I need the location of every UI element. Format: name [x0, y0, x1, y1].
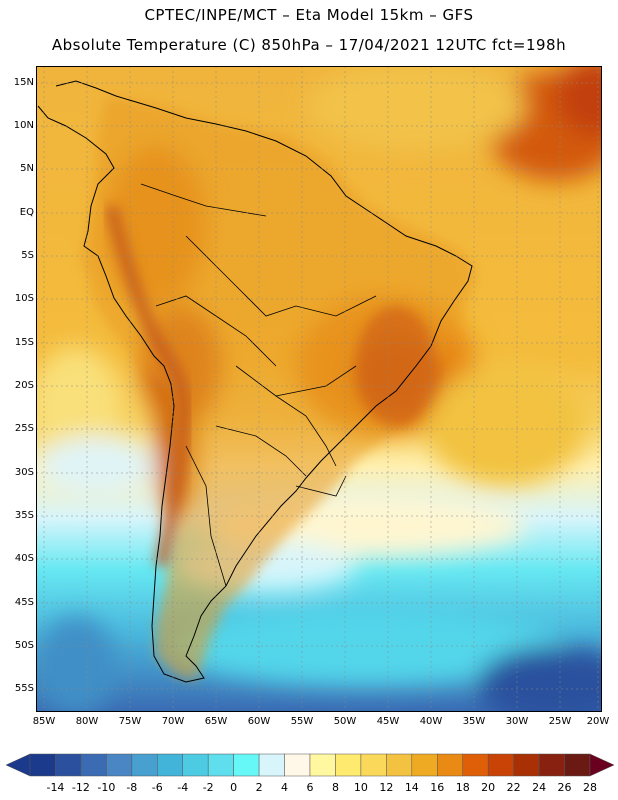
colorbar-cell	[360, 753, 387, 777]
lat-label: 15S	[14, 337, 34, 348]
lon-label: 75W	[118, 716, 142, 727]
lat-label: 20S	[14, 380, 34, 391]
colorbar-cell	[462, 753, 489, 777]
colorbar-cell	[437, 753, 463, 777]
colorbar-tick-label: 2	[255, 781, 263, 794]
colorbar-cell	[106, 753, 133, 777]
lon-label: 30W	[505, 716, 529, 727]
lon-label: 60W	[247, 716, 271, 727]
lat-label: 45S	[14, 597, 34, 608]
colorbar-arrow-high	[589, 753, 615, 777]
colorbar-tick-label: 20	[481, 781, 496, 794]
lon-label: 35W	[462, 716, 486, 727]
colorbar-tick-label: 16	[430, 781, 445, 794]
colorbar-cell	[233, 753, 260, 777]
lat-label: 55S	[14, 683, 34, 694]
colorbar-cell	[487, 753, 514, 777]
colorbar	[5, 753, 615, 777]
field-title: Absolute Temperature (C) 850hPa – 17/04/…	[51, 36, 567, 54]
lon-label: 25W	[548, 716, 572, 727]
colorbar-tick-label: 12	[379, 781, 394, 794]
colorbar-cell	[411, 753, 438, 777]
andes-ridge	[104, 204, 191, 568]
lat-label: 25S	[14, 423, 34, 434]
lat-label: 30S	[14, 467, 34, 478]
colorbar-tick-label: -8	[126, 781, 138, 794]
continent-warm	[81, 96, 476, 681]
colorbar-cell	[207, 753, 234, 777]
colorbar-tick-label: 18	[455, 781, 470, 794]
colorbar-tick-label: -14	[46, 781, 65, 794]
colorbar-tick-label: 22	[506, 781, 521, 794]
country-borders	[140, 183, 377, 587]
colorbar-tick-label: -2	[202, 781, 214, 794]
colorbar-cell	[513, 753, 540, 777]
colorbar-tick-label: -12	[71, 781, 90, 794]
colorbar-cell	[538, 753, 565, 777]
lat-label: EQ	[19, 207, 34, 218]
colorbar-tick-label: 14	[404, 781, 419, 794]
lat-label: 50S	[14, 640, 34, 651]
lon-label: 45W	[376, 716, 400, 727]
colorbar-tick-label: 28	[583, 781, 597, 794]
map-frame	[36, 66, 602, 712]
colorbar-cell	[157, 753, 183, 777]
colorbar-arrow-low	[5, 753, 31, 777]
colorbar-cell	[564, 753, 591, 777]
lon-label: 70W	[161, 716, 185, 727]
gridlines	[36, 66, 602, 712]
colorbar-cell	[131, 753, 158, 777]
colorbar-tick-label: -6	[151, 781, 163, 794]
lon-label: 50W	[333, 716, 357, 727]
highlands	[356, 306, 436, 426]
colorbar-tick-label: 4	[281, 781, 289, 794]
lat-label: 10S	[14, 293, 34, 304]
colorbar-tick-label: -4	[177, 781, 189, 794]
colorbar-cell	[335, 753, 362, 777]
lon-label: 55W	[290, 716, 314, 727]
colorbar-tick-label: 24	[532, 781, 547, 794]
model-title: CPTEC/INPE/MCT – Eta Model 15km – GFS	[144, 6, 474, 24]
colorbar-tick-label: 10	[353, 781, 368, 794]
colorbar-cells	[5, 753, 615, 777]
colorbar-cell	[55, 753, 82, 777]
colorbar-cell	[29, 753, 56, 777]
colorbar-cell	[386, 753, 413, 777]
lat-label: 5S	[21, 250, 34, 261]
colorbar-tick-label: 8	[331, 781, 339, 794]
colorbar-tick-label: 26	[557, 781, 572, 794]
lat-label: 10N	[13, 120, 34, 131]
colorbar-tick-label: 0	[230, 781, 238, 794]
lon-label: 80W	[75, 716, 99, 727]
colorbar-cell	[309, 753, 336, 777]
colorbar-tick-label: -10	[97, 781, 116, 794]
coastline	[37, 80, 473, 683]
lat-label: 15N	[13, 77, 34, 88]
lon-label: 85W	[32, 716, 56, 727]
colorbar-cell	[284, 753, 311, 777]
temperature-map	[36, 66, 602, 712]
lat-label: 40S	[14, 553, 34, 564]
colorbar-cell	[258, 753, 285, 777]
lon-label: 40W	[419, 716, 443, 727]
colorbar-cell	[182, 753, 209, 777]
colorbar-tick-label: 6	[306, 781, 314, 794]
lat-label: 5N	[20, 163, 34, 174]
colorbar-cell	[80, 753, 107, 777]
lon-label: 65W	[204, 716, 228, 727]
lat-label: 35S	[14, 510, 34, 521]
lon-label: 20W	[586, 716, 610, 727]
